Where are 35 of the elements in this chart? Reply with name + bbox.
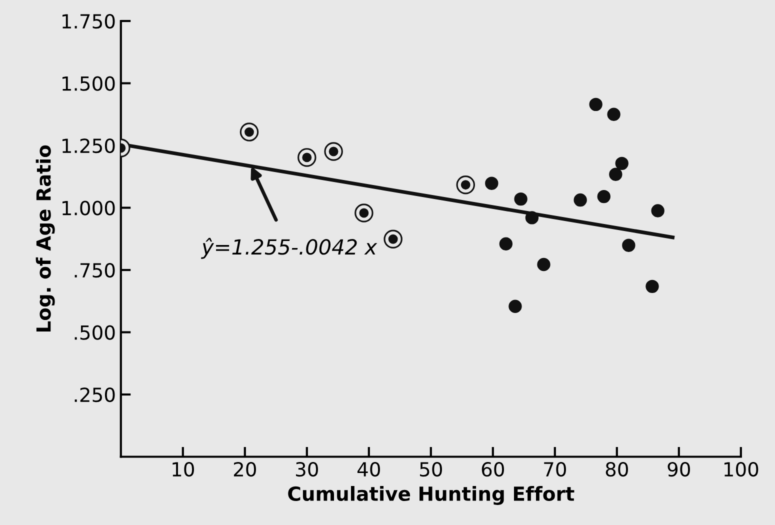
point — [607, 108, 620, 121]
point — [485, 176, 498, 190]
point — [622, 238, 636, 252]
y-axis-title: Log. of Age Ratio — [36, 145, 55, 332]
x-tick-label: 60 — [482, 462, 504, 477]
y-tick-label: 1.500 — [62, 76, 115, 91]
point — [615, 156, 628, 170]
y-tick-label: 1.000 — [62, 200, 115, 216]
point — [537, 258, 550, 272]
y-tick-label: .750 — [74, 262, 115, 278]
point — [574, 193, 587, 207]
y-tick-label: 1.750 — [62, 14, 115, 29]
y-tick-label: .250 — [74, 387, 115, 402]
x-tick-label: 20 — [234, 462, 256, 477]
point — [597, 190, 610, 204]
point — [514, 192, 528, 206]
point — [651, 204, 664, 218]
x-tick-label: 50 — [420, 462, 442, 477]
x-tick-label: 70 — [544, 462, 566, 477]
y-tick-label: 1.250 — [62, 138, 115, 154]
point — [609, 168, 622, 181]
x-tick-label: 80 — [606, 462, 628, 477]
annotation: ŷ=1.255-.0042 x — [200, 238, 378, 259]
x-tick-label: 10 — [172, 462, 194, 477]
point — [646, 280, 659, 294]
x-tick-label: 30 — [296, 462, 318, 477]
y-tick-label: .500 — [74, 325, 115, 340]
point — [589, 98, 602, 112]
point — [525, 211, 539, 224]
point — [508, 300, 522, 313]
x-tick-label: 100 — [724, 462, 758, 477]
point — [499, 237, 513, 250]
x-axis-title: Cumulative Hunting Effort — [288, 486, 574, 505]
x-tick-label: 90 — [668, 462, 690, 477]
x-tick-label: 40 — [357, 462, 380, 477]
